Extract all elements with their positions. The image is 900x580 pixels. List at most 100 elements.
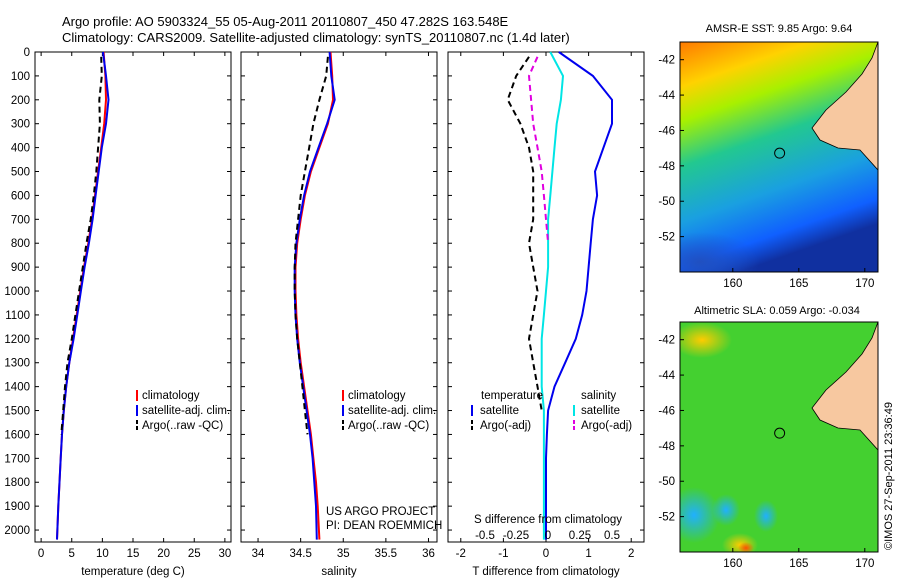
temperature-xtick-label: 25	[188, 548, 201, 560]
sst-map-title: AMSR-E SST: 9.85 Argo: 9.64	[706, 23, 853, 35]
sla_map-ytick-label: -44	[658, 370, 675, 382]
depth-tick-label: 1600	[4, 429, 30, 441]
depth-tick-label: 400	[11, 143, 30, 155]
depth-tick-label: 1500	[4, 406, 30, 418]
diff-top-tick-label: -0.5	[475, 530, 495, 542]
salinity-xlabel: salinity	[321, 566, 356, 578]
sst_map-ytick-label: -50	[658, 196, 675, 208]
sla-yellow-patch-1	[680, 322, 732, 358]
depth-tick-label: 500	[11, 167, 30, 179]
temperature-xtick-label: 10	[96, 548, 109, 560]
diff-top-tick-label: 0.25	[569, 530, 591, 542]
diff-top-axis-label: S difference from climatology	[474, 514, 622, 526]
sla-map-title: Altimetric SLA: 0.059 Argo: -0.034	[694, 305, 860, 317]
difference-profile-panel: -2 -1 0 1 2 T difference from climatology temp…	[447, 51, 645, 578]
depth-tick-label: 1300	[4, 358, 30, 370]
sla-map-panel: Altimetric SLA: 0.059 Argo: -0.034 160 16…	[658, 305, 879, 570]
sst_map-ytick-label: -42	[658, 55, 675, 67]
sst-map-frame	[679, 41, 879, 273]
sst-land	[811, 42, 878, 171]
salinity-xtick-label: 34.5	[289, 548, 311, 560]
temperature-xtick-label: 5	[69, 548, 75, 560]
depth-tick-label: 800	[11, 238, 30, 250]
temperature-xtick-label: 20	[157, 548, 170, 560]
diff-legend-label: satellite	[480, 405, 519, 417]
depth-tick-label: 1000	[4, 286, 30, 298]
sla_map-ytick-label: -42	[658, 335, 675, 347]
sst_map-ytick-label: -44	[658, 90, 675, 102]
temperature-xtick-label: 0	[38, 548, 44, 560]
difference-series-satellite	[545, 51, 613, 540]
sla_map-ytick-label: -52	[658, 512, 675, 524]
imos-stamp: ©IMOS 27-Sep-2011 23:36:49	[883, 402, 895, 550]
difference-series-argo-adj-	[506, 56, 543, 411]
sla_map-ytick-label: -50	[658, 476, 675, 488]
diff-legend-label: Argo(-adj)	[480, 420, 531, 432]
depth-tick-label: 1700	[4, 453, 30, 465]
difference-xtick-label: 2	[628, 548, 634, 560]
difference-series-argo-adj-	[527, 56, 550, 244]
salinity-series-argo-raw-qc-	[293, 56, 329, 435]
depth-tick-label: 1800	[4, 477, 30, 489]
sst_map-ytick-label: -46	[658, 125, 675, 137]
depth-tick-label: 1900	[4, 501, 30, 513]
sst-float-marker	[774, 147, 786, 159]
sst_map-xtick-label: 165	[789, 278, 808, 290]
depth-tick-label: 200	[11, 95, 30, 107]
salinity-plot-frame	[240, 51, 438, 543]
temperature-legend-label: climatology	[142, 390, 200, 402]
sla-blue-patch-1	[680, 487, 720, 543]
diff-legend-label: satellite	[581, 405, 620, 417]
sla-map-frame	[679, 321, 879, 553]
depth-tick-label: 1100	[5, 310, 30, 322]
salinity-xtick-label: 35	[337, 548, 350, 560]
temperature-profile-panel: 0 5 10 15 20 25 30 temperature (deg C) 0 100 200 30…	[4, 47, 232, 578]
project-annotation: US ARGO PROJECT	[326, 506, 435, 518]
diff-top-tick-label: 0.5	[604, 530, 620, 542]
temperature-xtick-label: 15	[127, 548, 140, 560]
depth-tick-label: 600	[11, 190, 30, 202]
sla_map-xtick-label: 165	[789, 558, 808, 570]
depth-tick-label: 300	[11, 119, 30, 131]
difference-series-satellite	[540, 51, 565, 540]
depth-tick-label: 0	[24, 47, 30, 59]
sla-land	[811, 322, 878, 451]
sst_map-xtick-label: 160	[723, 278, 742, 290]
sla-map-axes: 160 165 170 -42 -44 -46 -48 -50 -52	[658, 335, 874, 570]
salinity-xtick-label: 35.5	[375, 548, 397, 560]
salinity-xtick-label: 34	[252, 548, 265, 560]
depth-tick-label: 2000	[4, 525, 30, 537]
figure-title-line2: Climatology: CARS2009. Satellite-adjuste…	[62, 30, 570, 45]
temperature-legend-label: satellite-adj. clim.	[142, 405, 230, 417]
difference-xtick-label: -1	[498, 548, 508, 560]
sst_map-ytick-label: -52	[658, 232, 675, 244]
legend-group-salinity: salinity	[581, 390, 616, 402]
temperature-series-satellite-adj-clim-	[56, 51, 110, 540]
difference-xtick-label: 1	[585, 548, 591, 560]
salinity-profile-panel: 34 34.5 35 35.5 36 salinity climatology satelli…	[240, 51, 442, 578]
sla_map-ytick-label: -48	[658, 441, 675, 453]
diff-top-tick-label: -0.25	[503, 530, 529, 542]
sla_map-ytick-label: -46	[658, 405, 675, 417]
pi-annotation: PI: DEAN ROEMMICH	[326, 520, 442, 532]
depth-tick-label: 1200	[4, 334, 30, 346]
salinity-legend-label: Argo(..raw -QC)	[348, 420, 429, 432]
depth-tick-label: 700	[11, 214, 30, 226]
sla-blue-patch-3	[754, 500, 778, 532]
sst_map-xtick-label: 170	[855, 278, 874, 290]
sst_map-ytick-label: -48	[658, 161, 675, 173]
sst-map-panel: AMSR-E SST: 9.85 Argo: 9.64 160 165 170 -42…	[658, 23, 879, 290]
temperature-xtick-label: 30	[218, 548, 231, 560]
diff-legend-label: Argo(-adj)	[581, 420, 632, 432]
temperature-plot-frame	[34, 51, 232, 543]
difference-xlabel: T difference from climatology	[472, 566, 619, 578]
sla_map-xtick-label: 170	[855, 558, 874, 570]
salinity-legend-label: satellite-adj. clim.	[348, 405, 436, 417]
temperature-xlabel: temperature (deg C)	[81, 566, 185, 578]
depth-tick-label: 100	[11, 71, 30, 83]
legend-group-temperature: temperature	[481, 390, 543, 402]
sla-float-marker	[774, 427, 786, 439]
sla-blue-patch-2	[712, 494, 740, 526]
figure-title-line1: Argo profile: AO 5903324_55 05-Aug-2011 …	[62, 14, 509, 29]
